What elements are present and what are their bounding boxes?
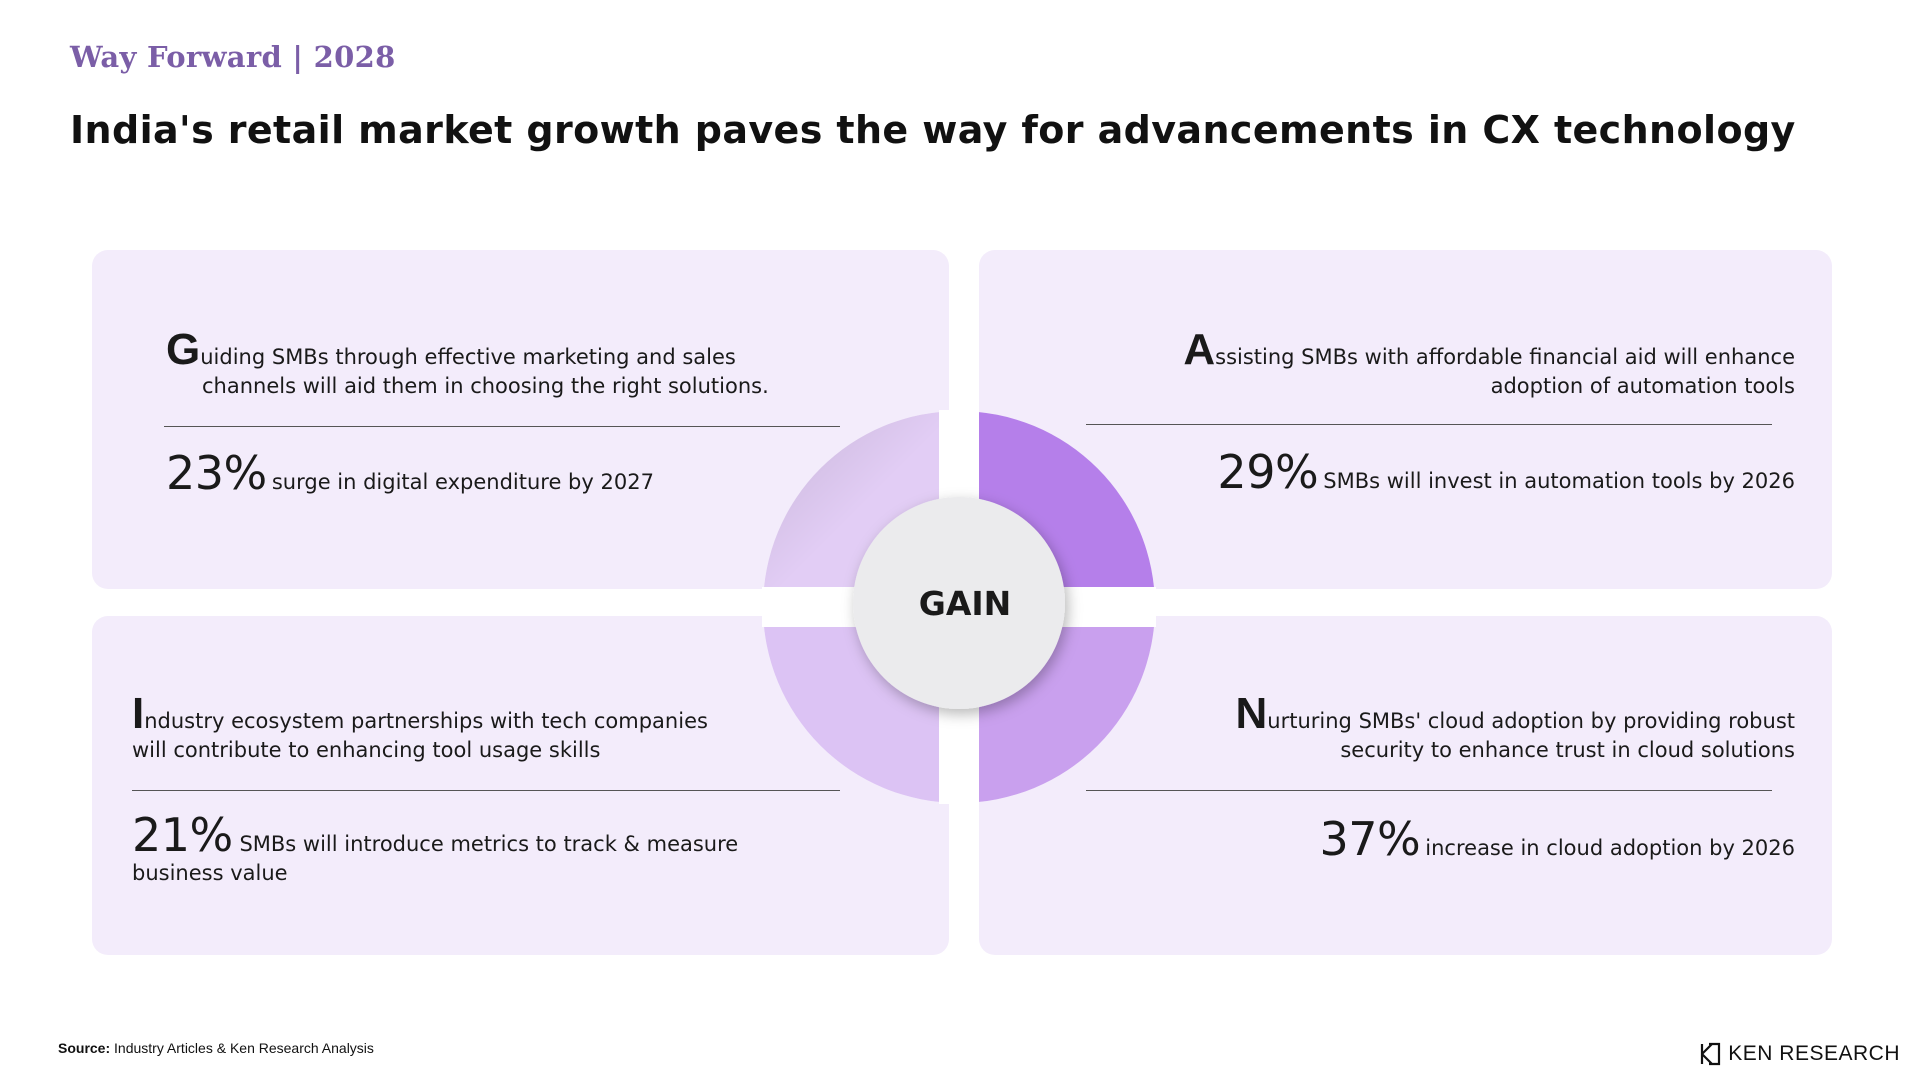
- quadrant-statement: Guiding SMBs through effective marketing…: [166, 328, 856, 401]
- gain-hub: [853, 497, 1065, 709]
- stat-label: SMBs will introduce metrics to track & m…: [239, 832, 739, 856]
- initial-letter: N: [1235, 689, 1268, 738]
- brand-logo: KEN RESEARCH: [1700, 1042, 1900, 1066]
- stat-label: SMBs will invest in automation tools by …: [1323, 469, 1795, 493]
- stat-line: 23% surge in digital expenditure by 2027: [166, 446, 654, 500]
- quadrant-statement: Nurturing SMBs' cloud adoption by provid…: [1055, 692, 1795, 765]
- statement-line-2: adoption of automation tools: [1490, 374, 1795, 398]
- source-note: Source: Industry Articles & Ken Research…: [58, 1040, 374, 1056]
- stat-label: increase in cloud adoption by 2026: [1425, 836, 1795, 860]
- statement-line-1: uiding SMBs through effective marketing …: [200, 345, 736, 369]
- statement-line-1: ndustry ecosystem partnerships with tech…: [144, 709, 708, 733]
- page-title: India's retail market growth paves the w…: [70, 108, 1796, 152]
- source-text: Industry Articles & Ken Research Analysi…: [114, 1040, 374, 1056]
- ken-research-logo-icon: [1701, 1042, 1721, 1066]
- initial-letter: A: [1183, 325, 1216, 374]
- divider: [1086, 790, 1772, 791]
- statement-line-2: will contribute to enhancing tool usage …: [132, 738, 601, 762]
- stat-line: 37% increase in cloud adoption by 2026: [1319, 812, 1795, 866]
- initial-letter: G: [166, 325, 201, 374]
- section-kicker: Way Forward | 2028: [70, 40, 396, 74]
- stat-value: 29%: [1217, 445, 1319, 499]
- statement-line-2: channels will aid them in choosing the r…: [202, 374, 769, 398]
- stat-label: surge in digital expenditure by 2027: [271, 470, 654, 494]
- divider: [1086, 424, 1772, 425]
- quadrant-card-guiding: Guiding SMBs through effective marketing…: [92, 250, 949, 589]
- quadrant-card-assisting: Assisting SMBs with affordable financial…: [979, 250, 1832, 589]
- statement-line-1: urturing SMBs' cloud adoption by providi…: [1267, 709, 1795, 733]
- stat-label-continued: business value: [132, 861, 288, 885]
- divider: [164, 426, 840, 427]
- brand-name: KEN RESEARCH: [1728, 1042, 1900, 1065]
- gain-ring-graphic: [762, 410, 1156, 804]
- quadrant-statement: Assisting SMBs with affordable financial…: [1055, 328, 1795, 401]
- stat-line: 29% SMBs will invest in automation tools…: [1217, 445, 1795, 499]
- stat-value: 23%: [166, 446, 267, 500]
- quadrant-statement: Industry ecosystem partnerships with tec…: [132, 692, 832, 765]
- statement-line-2: security to enhance trust in cloud solut…: [1340, 738, 1795, 762]
- divider: [132, 790, 840, 791]
- statement-line-1: ssisting SMBs with affordable financial …: [1215, 345, 1795, 369]
- stat-line: 21% SMBs will introduce metrics to track…: [132, 812, 832, 888]
- stat-value: 37%: [1319, 812, 1421, 866]
- stat-value: 21%: [132, 808, 233, 862]
- source-label: Source:: [58, 1040, 111, 1056]
- initial-letter: I: [132, 689, 145, 738]
